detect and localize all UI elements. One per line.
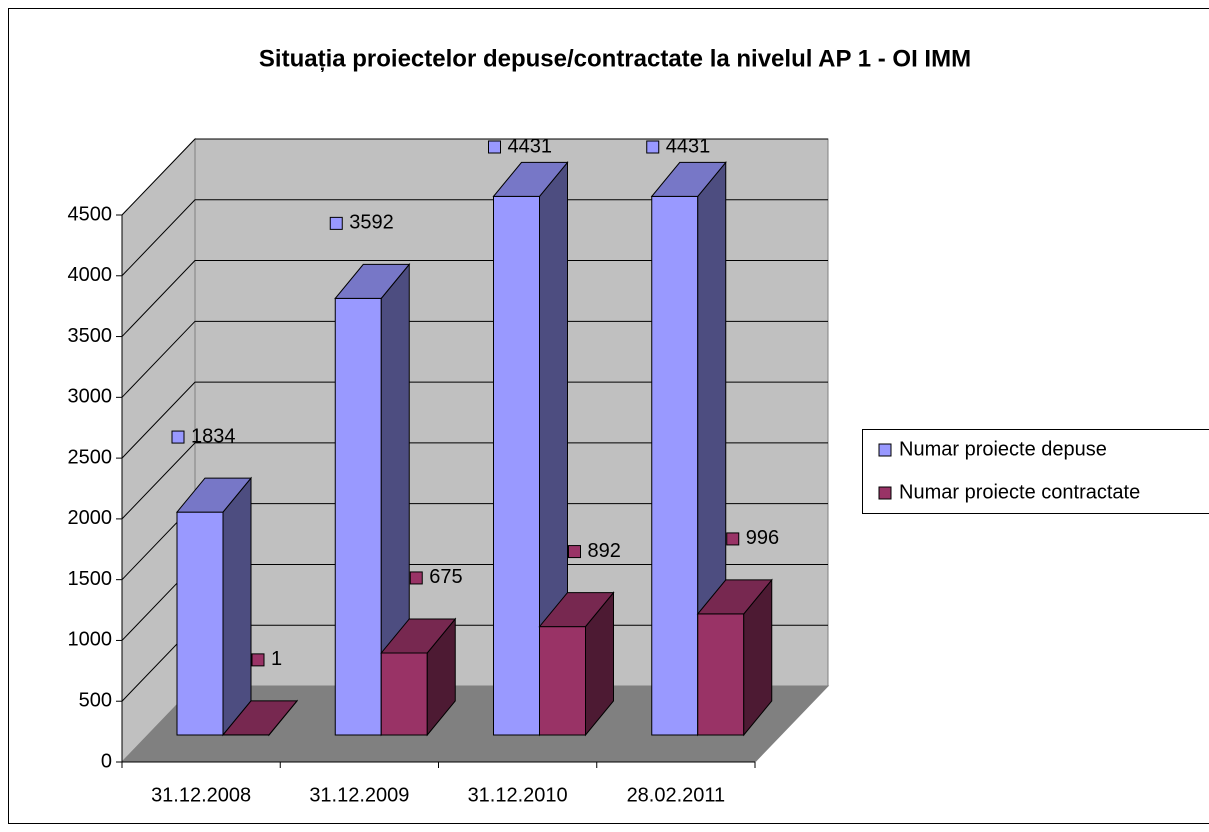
data-label: 1 bbox=[271, 648, 282, 670]
x-tick-label: 31.12.2010 bbox=[468, 784, 568, 806]
y-tick-label: 4000 bbox=[68, 264, 113, 286]
legend-key bbox=[878, 443, 892, 457]
bar bbox=[492, 160, 569, 737]
bar-front bbox=[697, 613, 745, 736]
y-tick-label: 1500 bbox=[68, 568, 113, 590]
data-label-key bbox=[568, 545, 581, 559]
legend-key bbox=[878, 486, 892, 500]
bar-top bbox=[492, 161, 569, 197]
bar-top bbox=[175, 477, 253, 513]
bar-front bbox=[493, 195, 540, 736]
y-tick-label: 500 bbox=[79, 690, 112, 712]
bar-top bbox=[650, 161, 727, 197]
data-label: 4431 bbox=[666, 135, 711, 157]
bar-front bbox=[334, 297, 382, 736]
data-label: 892 bbox=[588, 540, 621, 562]
bar-front bbox=[380, 652, 428, 736]
grid-line bbox=[121, 199, 828, 277]
bar bbox=[538, 591, 615, 737]
data-label-key bbox=[726, 532, 740, 546]
y-tick-label: 3500 bbox=[68, 325, 113, 347]
bar bbox=[696, 578, 773, 737]
data-label: 3592 bbox=[349, 212, 394, 234]
data-label: 4431 bbox=[508, 135, 553, 157]
y-tick-label: 1000 bbox=[68, 629, 113, 651]
grid-line bbox=[121, 260, 828, 337]
grid-line bbox=[121, 138, 828, 216]
bar-front bbox=[651, 195, 699, 736]
bar bbox=[221, 699, 299, 737]
y-tick-label: 2500 bbox=[68, 446, 113, 468]
data-label-key bbox=[329, 216, 343, 230]
data-label: 675 bbox=[429, 566, 462, 588]
y-tick-label: 4500 bbox=[68, 203, 113, 225]
data-label: 1834 bbox=[191, 425, 236, 447]
y-tick-label: 0 bbox=[101, 750, 112, 772]
data-label: 996 bbox=[746, 527, 779, 549]
legend-box bbox=[862, 429, 1209, 514]
data-label-key bbox=[251, 653, 265, 667]
bar-front bbox=[176, 511, 224, 736]
bar-top bbox=[380, 618, 457, 654]
bar bbox=[175, 476, 253, 737]
x-tick-label: 28.02.2011 bbox=[627, 784, 726, 806]
grid-line bbox=[121, 320, 828, 398]
data-label-key bbox=[409, 571, 423, 585]
data-label-key bbox=[646, 140, 660, 154]
grid-line bbox=[121, 381, 828, 459]
data-label-key bbox=[488, 140, 501, 154]
bar-front bbox=[539, 626, 586, 736]
bar-top bbox=[221, 700, 299, 736]
bar bbox=[334, 262, 411, 737]
bar-side bbox=[222, 476, 252, 737]
legend-label: Numar proiecte contractate bbox=[899, 481, 1140, 503]
bar bbox=[380, 617, 457, 737]
y-tick-label: 2000 bbox=[68, 507, 113, 529]
bar-top bbox=[696, 579, 773, 615]
bar-top bbox=[538, 592, 615, 628]
y-tick-label: 3000 bbox=[68, 386, 113, 408]
x-tick-label: 31.12.2009 bbox=[309, 784, 409, 806]
chart-title: Situația proiectelor depuse/contractate … bbox=[259, 45, 971, 72]
grid-line bbox=[121, 442, 828, 520]
x-tick-label: 31.12.2008 bbox=[151, 784, 251, 806]
bar bbox=[650, 160, 727, 737]
data-label-key bbox=[171, 430, 185, 444]
legend-label: Numar proiecte depuse bbox=[899, 438, 1107, 460]
bar-top bbox=[334, 263, 411, 299]
